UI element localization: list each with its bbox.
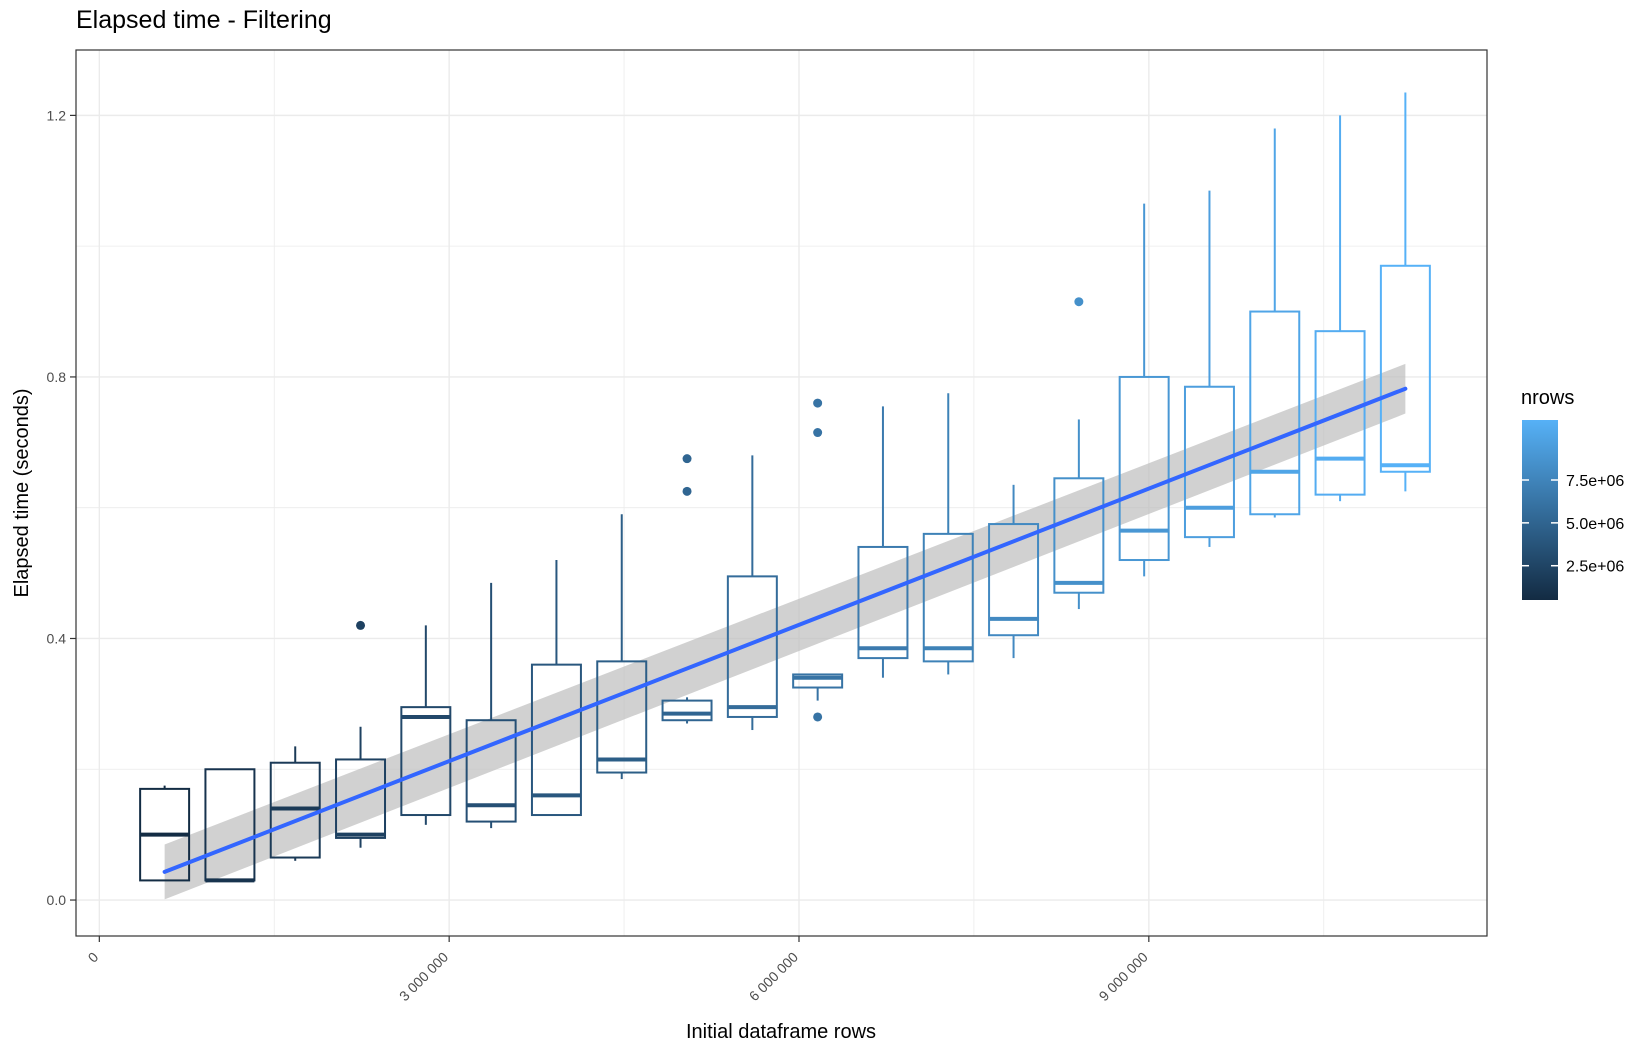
box-body: [1249, 310, 1301, 516]
box-body: [726, 575, 778, 718]
y-tick-label: 0.0: [47, 892, 67, 908]
box-body: [400, 706, 452, 817]
box-body: [857, 545, 909, 660]
boxplot-9: [661, 454, 713, 724]
legend-break-label: 2.5e+06: [1566, 559, 1624, 576]
box-outlier-point: [682, 486, 692, 496]
box-outlier-point: [356, 620, 366, 630]
x-tick-label: 0: [85, 949, 102, 966]
x-tick-label: 9 000 000: [1096, 949, 1152, 1005]
x-tick-label: 6 000 000: [746, 949, 802, 1005]
boxplots: [139, 92, 1431, 883]
box-body: [204, 768, 256, 882]
box-body: [1183, 385, 1235, 539]
boxplot-14: [988, 484, 1040, 659]
y-tick-label: 0.4: [47, 630, 67, 646]
boxplot-10: [726, 455, 778, 731]
box-outlier-point: [1074, 297, 1084, 307]
boxplot-6: [465, 582, 517, 829]
boxplot-2: [204, 768, 256, 883]
legend-break-label: 7.5e+06: [1566, 473, 1624, 490]
y-axis-title: Elapsed time (seconds): [11, 389, 33, 598]
trend-line: [162, 386, 1408, 874]
boxplot-3: [269, 746, 321, 861]
box-outlier-point: [682, 454, 692, 464]
box-body: [465, 719, 517, 823]
x-tick-label: 3 000 000: [396, 949, 452, 1005]
box-body: [661, 699, 713, 722]
boxplot-16: [1118, 203, 1170, 577]
box-body: [1314, 330, 1366, 496]
legend: nrows 2.5e+06 5.0e+06 7.5e+06: [1521, 387, 1624, 600]
y-tick-label: 1.2: [47, 107, 67, 123]
boxplot-15: [1053, 297, 1105, 610]
box-body: [1053, 477, 1105, 594]
trend-line-group: [162, 386, 1408, 874]
box-outlier-point: [813, 712, 823, 722]
box-body: [1118, 375, 1170, 562]
boxplot-1: [139, 785, 191, 882]
box-outlier-point: [813, 428, 823, 438]
chart-title: Elapsed time - Filtering: [76, 6, 332, 34]
box-body: [922, 532, 974, 663]
box-body: [792, 673, 844, 689]
legend-break-label: 5.0e+06: [1566, 516, 1624, 533]
boxplot-7: [530, 560, 582, 817]
box-body: [596, 660, 648, 774]
box-body: [1379, 264, 1431, 473]
boxplot-18: [1249, 128, 1301, 518]
box-body: [530, 663, 582, 817]
box-body: [335, 758, 387, 839]
panel-border: [75, 49, 1488, 937]
boxplot-13: [922, 393, 974, 675]
boxplot-8: [596, 514, 648, 780]
box-body: [988, 523, 1040, 637]
box-outlier-point: [813, 398, 823, 408]
legend-colorbar: [1522, 420, 1558, 600]
boxplot-11: [792, 398, 844, 722]
boxplot-4: [335, 620, 387, 848]
boxplot-19: [1314, 115, 1366, 502]
boxplot-20: [1379, 92, 1431, 492]
boxplot-17: [1183, 190, 1235, 547]
legend-breaks: 2.5e+06 5.0e+06 7.5e+06: [1522, 473, 1624, 576]
legend-title: nrows: [1521, 387, 1574, 409]
x-axis-title: Initial dataframe rows: [686, 1021, 876, 1043]
y-tick-label: 0.8: [47, 369, 67, 385]
